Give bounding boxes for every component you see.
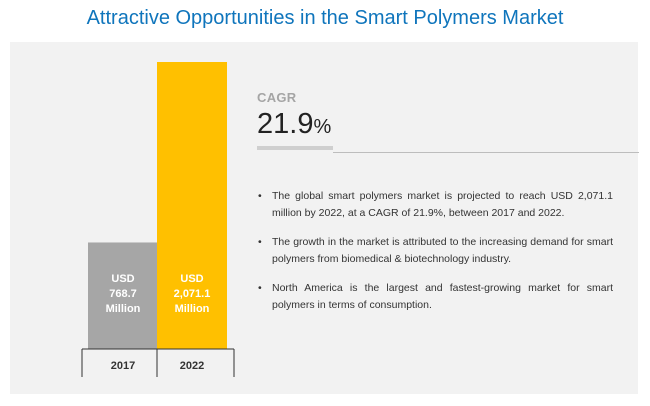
divider-line	[333, 152, 639, 153]
cagr-label: CAGR	[257, 90, 297, 105]
bar-data-label: 2,071.1	[174, 288, 211, 300]
cagr-value: 21.9%	[257, 108, 331, 141]
key-point: • The global smart polymers market is pro…	[258, 188, 613, 222]
bar-chart: USD 768.7 Million 2017 USD 2,071.1 Million 2022	[81, 62, 235, 377]
bar-data-label: USD	[180, 273, 203, 285]
cagr-number: 21.9	[257, 108, 314, 140]
x-tick-label: 2022	[180, 360, 204, 372]
key-points-list: • The global smart polymers market is pro…	[258, 188, 613, 326]
key-point: • North America is the largest and fastes…	[258, 280, 613, 314]
bar-data-label: Million	[106, 303, 141, 315]
key-point-text: North America is the largest and fastest…	[272, 282, 613, 311]
key-point: • The growth in the market is attributed …	[258, 234, 613, 268]
cagr-unit: %	[313, 116, 332, 138]
bar-data-label: USD	[111, 273, 134, 285]
key-point-text: The growth in the market is attributed t…	[272, 236, 613, 265]
x-tick-label: 2017	[111, 360, 135, 372]
bullet-icon: •	[258, 236, 262, 248]
bar-data-label: 768.7	[109, 288, 137, 300]
cagr-underline	[257, 146, 333, 150]
key-point-text: The global smart polymers market is proj…	[272, 190, 613, 219]
infographic-panel: USD 768.7 Million 2017 USD 2,071.1 Million 2022…	[10, 42, 639, 394]
bullet-icon: •	[258, 190, 262, 202]
bullet-icon: •	[258, 282, 262, 294]
bar-data-label: Million	[175, 303, 210, 315]
bar-2022	[157, 62, 227, 349]
bar-2017	[88, 242, 158, 349]
page-title: Attractive Opportunities in the Smart Po…	[86, 7, 564, 29]
